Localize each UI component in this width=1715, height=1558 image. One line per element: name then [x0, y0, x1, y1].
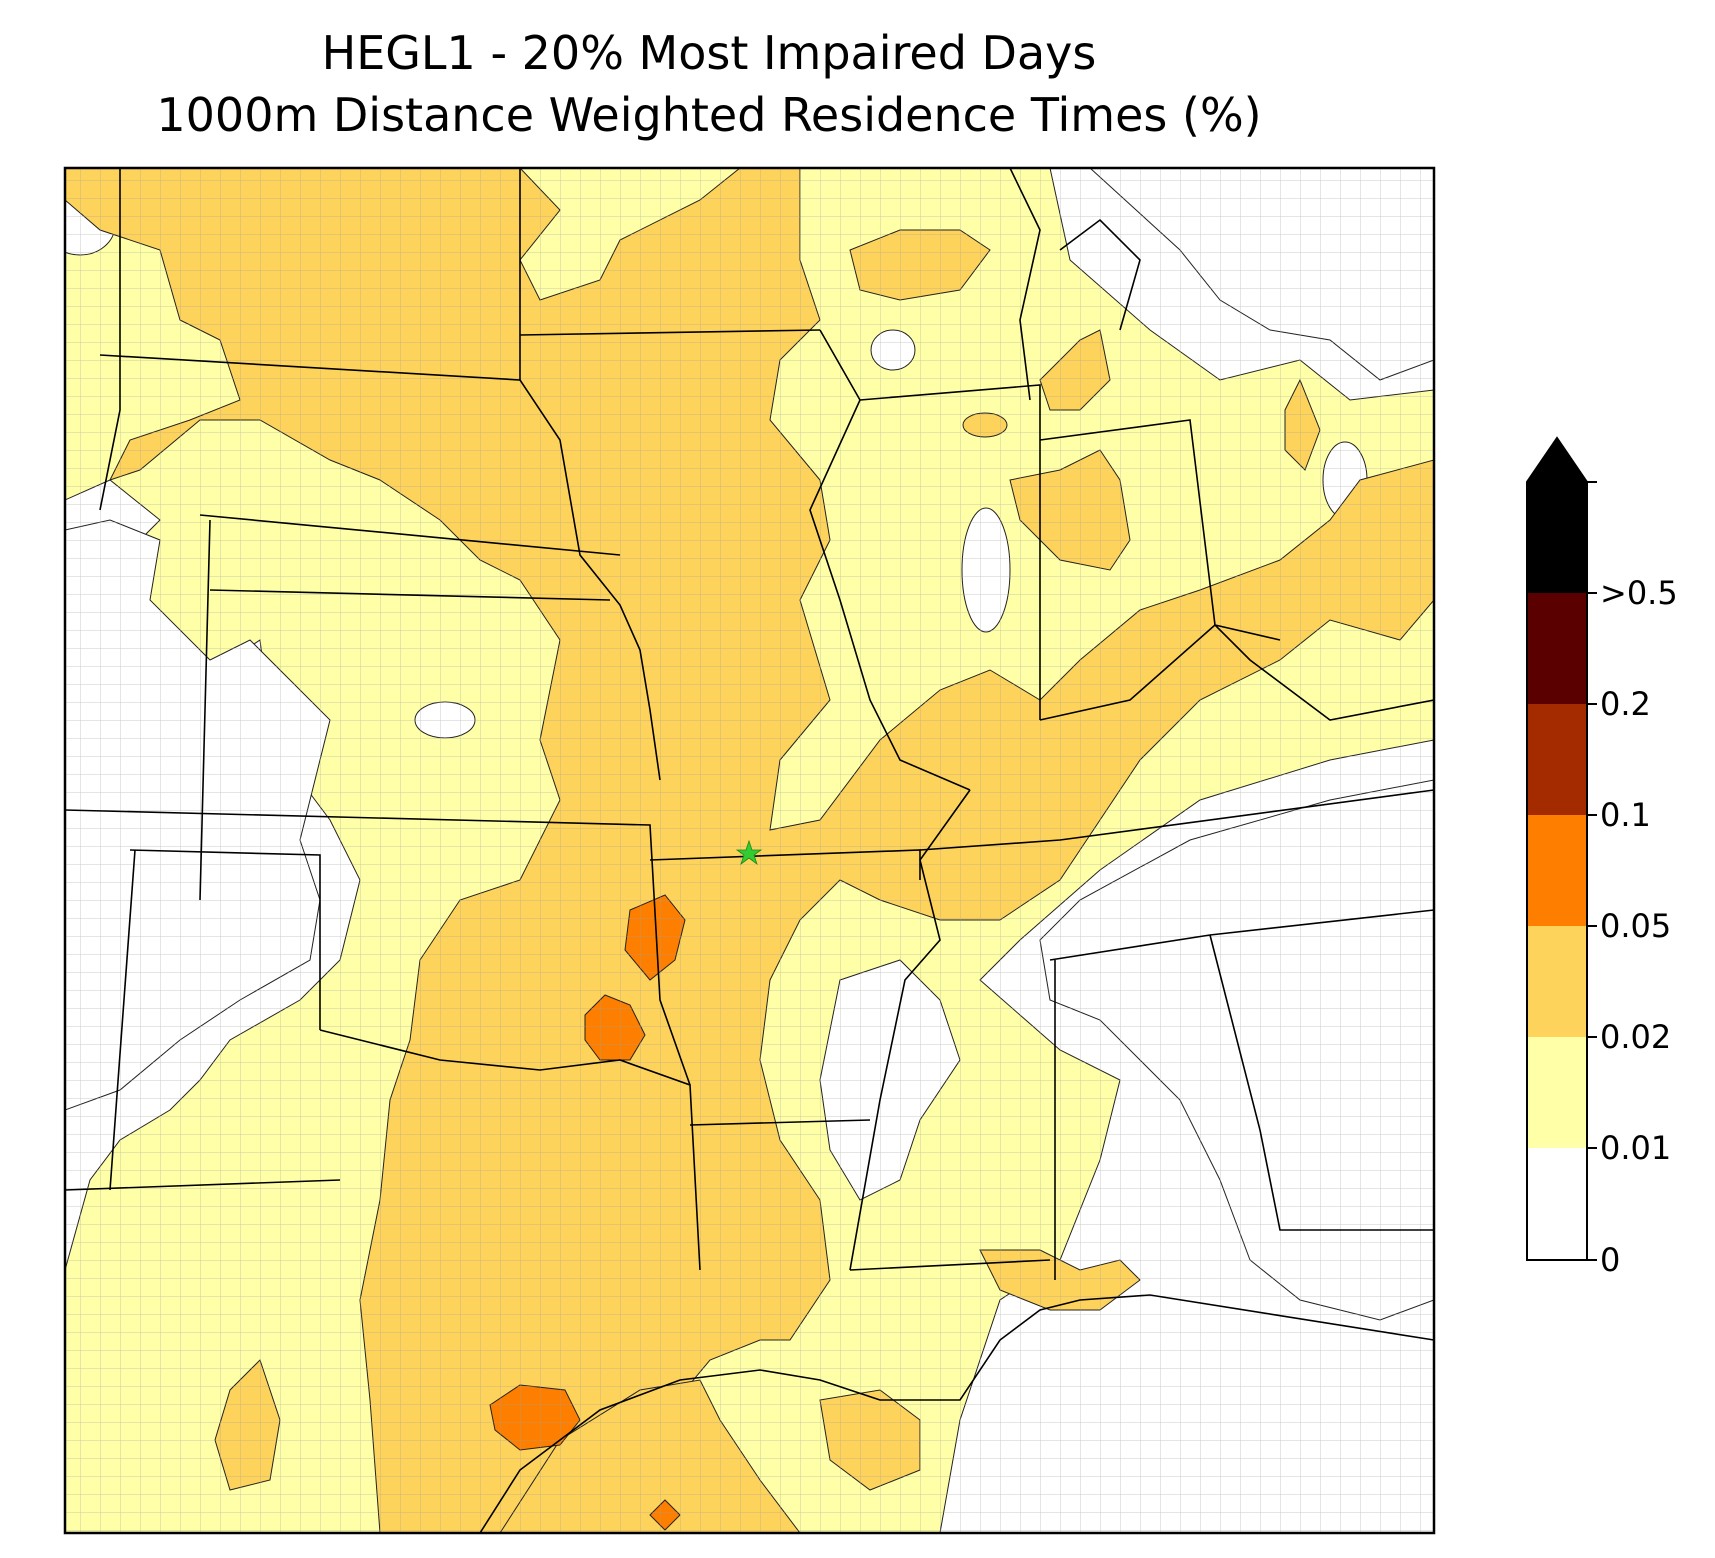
state-borders — [65, 168, 1434, 1280]
colorbar-band-2 — [1527, 926, 1587, 1037]
colorbar-band-5 — [1527, 593, 1587, 704]
colorbar-label-0-2: 0.2 — [1600, 685, 1651, 723]
colorbar-label-gt-0-5: >0.5 — [1600, 574, 1678, 612]
map-frame — [63, 166, 1436, 1535]
colorbar-label-0-1: 0.1 — [1600, 796, 1651, 834]
colorbar-band-6 — [1527, 482, 1587, 593]
colorbar — [1526, 436, 1597, 1261]
colorbar-label-0-05: 0.05 — [1600, 907, 1672, 945]
map-title-line2: 1000m Distance Weighted Residence Times … — [156, 88, 1262, 142]
colorbar-band-4 — [1527, 704, 1587, 815]
receptor-star-icon — [735, 839, 763, 866]
colorbar-ticks — [1587, 481, 1597, 1261]
colorbar-band-3 — [1527, 815, 1587, 926]
map-title-line1: HEGL1 - 20% Most Impaired Days — [321, 26, 1097, 80]
colorbar-label-0-01: 0.01 — [1600, 1129, 1672, 1167]
colorbar-extend-arrow — [1527, 438, 1587, 482]
lake-michigan-shore — [1009, 168, 1141, 401]
colorbar-band-1 — [1527, 1037, 1587, 1148]
colorbar-band-0 — [1527, 1148, 1587, 1260]
colorbar-label-0: 0 — [1600, 1241, 1621, 1279]
colorbar-label-0-02: 0.02 — [1600, 1018, 1672, 1056]
gulf-coastline — [479, 1294, 1434, 1533]
